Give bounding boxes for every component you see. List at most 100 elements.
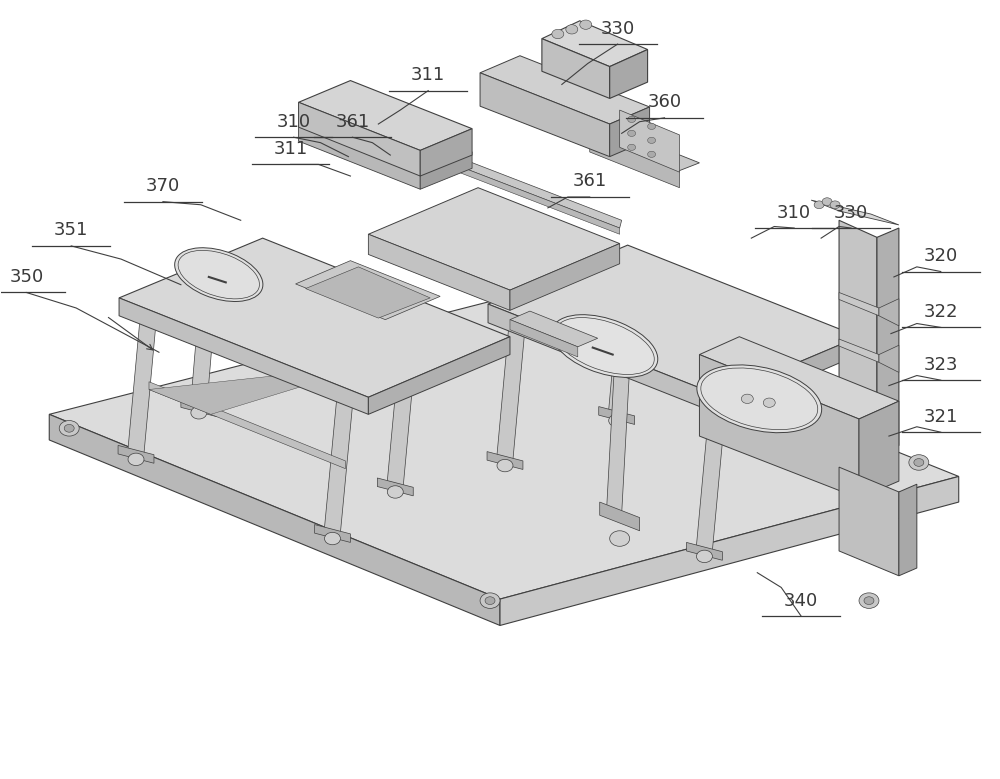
Polygon shape <box>377 478 413 496</box>
Polygon shape <box>839 220 877 456</box>
Polygon shape <box>607 270 635 513</box>
Polygon shape <box>149 354 408 414</box>
Text: 350: 350 <box>9 268 43 286</box>
Circle shape <box>648 123 656 129</box>
Polygon shape <box>510 244 620 310</box>
Circle shape <box>64 425 74 432</box>
Polygon shape <box>497 313 526 460</box>
Polygon shape <box>420 129 472 176</box>
Circle shape <box>191 407 207 419</box>
Polygon shape <box>542 39 610 98</box>
Polygon shape <box>368 337 510 414</box>
Circle shape <box>914 459 924 467</box>
Polygon shape <box>480 56 650 124</box>
Polygon shape <box>211 407 345 469</box>
Circle shape <box>859 593 879 608</box>
Polygon shape <box>839 467 899 576</box>
Polygon shape <box>418 143 622 228</box>
Circle shape <box>485 339 505 354</box>
Polygon shape <box>500 477 959 626</box>
Polygon shape <box>324 391 353 532</box>
Polygon shape <box>839 339 879 362</box>
Polygon shape <box>480 72 610 157</box>
Circle shape <box>909 455 929 471</box>
Polygon shape <box>128 308 157 453</box>
Circle shape <box>814 201 824 209</box>
Polygon shape <box>118 446 154 464</box>
Circle shape <box>741 394 753 404</box>
Circle shape <box>628 130 636 136</box>
Circle shape <box>566 25 578 34</box>
Text: 340: 340 <box>784 591 818 610</box>
Polygon shape <box>610 107 650 157</box>
Polygon shape <box>599 407 635 425</box>
Text: 321: 321 <box>924 407 958 425</box>
Polygon shape <box>696 405 725 550</box>
Polygon shape <box>487 452 523 470</box>
Circle shape <box>387 486 403 499</box>
Polygon shape <box>699 337 899 419</box>
Polygon shape <box>609 267 638 414</box>
Polygon shape <box>119 238 510 397</box>
Circle shape <box>628 116 636 122</box>
Polygon shape <box>859 401 899 499</box>
Text: 311: 311 <box>411 66 445 84</box>
Polygon shape <box>306 267 430 318</box>
Polygon shape <box>488 245 859 396</box>
Polygon shape <box>600 502 640 530</box>
Polygon shape <box>699 354 859 499</box>
Polygon shape <box>119 298 368 414</box>
Polygon shape <box>877 228 899 456</box>
Polygon shape <box>299 80 472 150</box>
Polygon shape <box>420 152 472 189</box>
Polygon shape <box>811 200 899 225</box>
Polygon shape <box>488 304 719 414</box>
Text: 360: 360 <box>647 93 682 111</box>
Polygon shape <box>620 110 680 172</box>
Text: 361: 361 <box>573 172 607 191</box>
Text: 351: 351 <box>54 221 88 239</box>
Polygon shape <box>149 382 211 414</box>
Polygon shape <box>590 135 680 188</box>
Ellipse shape <box>697 365 822 432</box>
Polygon shape <box>368 234 510 310</box>
Polygon shape <box>299 102 420 176</box>
Text: 330: 330 <box>601 19 635 37</box>
Circle shape <box>480 593 500 608</box>
Polygon shape <box>181 399 217 417</box>
Polygon shape <box>899 485 917 576</box>
Circle shape <box>763 398 775 407</box>
Polygon shape <box>510 311 598 347</box>
Polygon shape <box>299 104 472 174</box>
Polygon shape <box>510 319 578 357</box>
Circle shape <box>485 597 495 605</box>
Circle shape <box>864 597 874 605</box>
Polygon shape <box>191 259 219 407</box>
Circle shape <box>610 530 630 546</box>
Polygon shape <box>418 150 620 234</box>
Text: 361: 361 <box>335 113 370 131</box>
Ellipse shape <box>552 315 658 377</box>
Polygon shape <box>299 125 420 189</box>
Circle shape <box>552 30 564 39</box>
Text: 310: 310 <box>277 113 311 131</box>
Polygon shape <box>719 337 859 414</box>
Polygon shape <box>49 296 959 599</box>
Polygon shape <box>542 21 648 66</box>
Polygon shape <box>839 292 879 315</box>
Text: 330: 330 <box>834 203 868 221</box>
Circle shape <box>580 20 592 30</box>
Circle shape <box>497 460 513 472</box>
Polygon shape <box>686 542 722 560</box>
Polygon shape <box>879 298 899 326</box>
Circle shape <box>648 151 656 157</box>
Circle shape <box>59 421 79 436</box>
Polygon shape <box>610 50 648 98</box>
Polygon shape <box>49 414 500 626</box>
Circle shape <box>490 343 500 351</box>
Polygon shape <box>296 261 440 319</box>
Polygon shape <box>315 524 350 542</box>
Polygon shape <box>387 341 416 486</box>
Circle shape <box>128 453 144 466</box>
Circle shape <box>822 198 832 206</box>
